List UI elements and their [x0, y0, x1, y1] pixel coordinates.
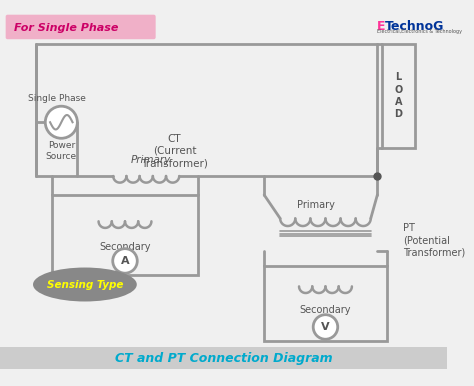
Ellipse shape [33, 267, 137, 301]
Bar [264, 266, 387, 341]
Text: A: A [121, 256, 129, 266]
Bar [52, 195, 198, 275]
Text: PT
(Potential
Transformer): PT (Potential Transformer) [403, 223, 465, 258]
Text: CT
(Current
Transformer): CT (Current Transformer) [141, 134, 208, 168]
Text: Single Phase: Single Phase [27, 95, 85, 103]
Text: TechnoG: TechnoG [385, 20, 444, 33]
Text: Primary: Primary [297, 200, 335, 210]
Text: V: V [321, 322, 330, 332]
Text: CT and PT Connection Diagram: CT and PT Connection Diagram [115, 352, 332, 365]
Bar [382, 44, 415, 148]
Text: Secondary: Secondary [300, 305, 351, 315]
Text: Primary: Primary [131, 155, 171, 165]
Circle shape [46, 106, 77, 138]
Text: Secondary: Secondary [99, 242, 151, 252]
Text: Power
Source: Power Source [46, 141, 77, 161]
Text: Sensing Type: Sensing Type [47, 279, 123, 290]
Text: L
O
A
D: L O A D [394, 72, 403, 119]
FancyBboxPatch shape [6, 15, 155, 39]
Circle shape [313, 315, 338, 339]
Text: E: E [377, 20, 386, 33]
Bar [0, 347, 447, 369]
Text: Electrical,Electronics & Technology: Electrical,Electronics & Technology [377, 29, 462, 34]
Circle shape [113, 249, 137, 273]
Text: For Single Phase: For Single Phase [14, 23, 118, 33]
